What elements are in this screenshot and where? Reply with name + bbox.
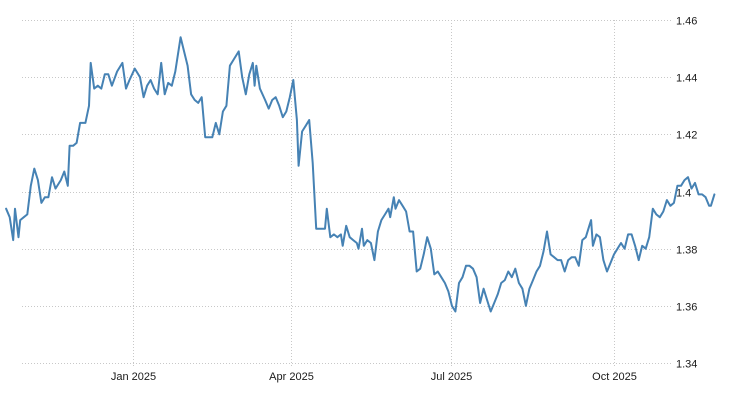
y-tick-label: 1.42 bbox=[676, 130, 697, 142]
y-tick-label: 1.46 bbox=[676, 16, 697, 28]
x-tick-label: Oct 2025 bbox=[592, 371, 637, 383]
y-tick-label: 1.34 bbox=[676, 359, 697, 371]
series-line bbox=[5, 36, 716, 313]
vertical-gridlines bbox=[133, 20, 615, 367]
y-tick-label: 1.36 bbox=[676, 302, 697, 314]
y-tick-label: 1.4 bbox=[676, 188, 691, 200]
x-tick-label: Jan 2025 bbox=[111, 371, 156, 383]
x-tick-label: Apr 2025 bbox=[269, 371, 314, 383]
x-axis-labels: Jan 2025 Apr 2025 Jul 2025 Oct 2025 bbox=[111, 371, 637, 383]
y-axis-labels: 1.46 1.44 1.42 1.4 1.38 1.36 1.34 bbox=[676, 16, 697, 371]
horizontal-gridlines bbox=[22, 20, 672, 364]
x-tick-label: Jul 2025 bbox=[431, 371, 473, 383]
y-tick-label: 1.44 bbox=[676, 73, 697, 85]
y-tick-label: 1.38 bbox=[676, 245, 697, 257]
